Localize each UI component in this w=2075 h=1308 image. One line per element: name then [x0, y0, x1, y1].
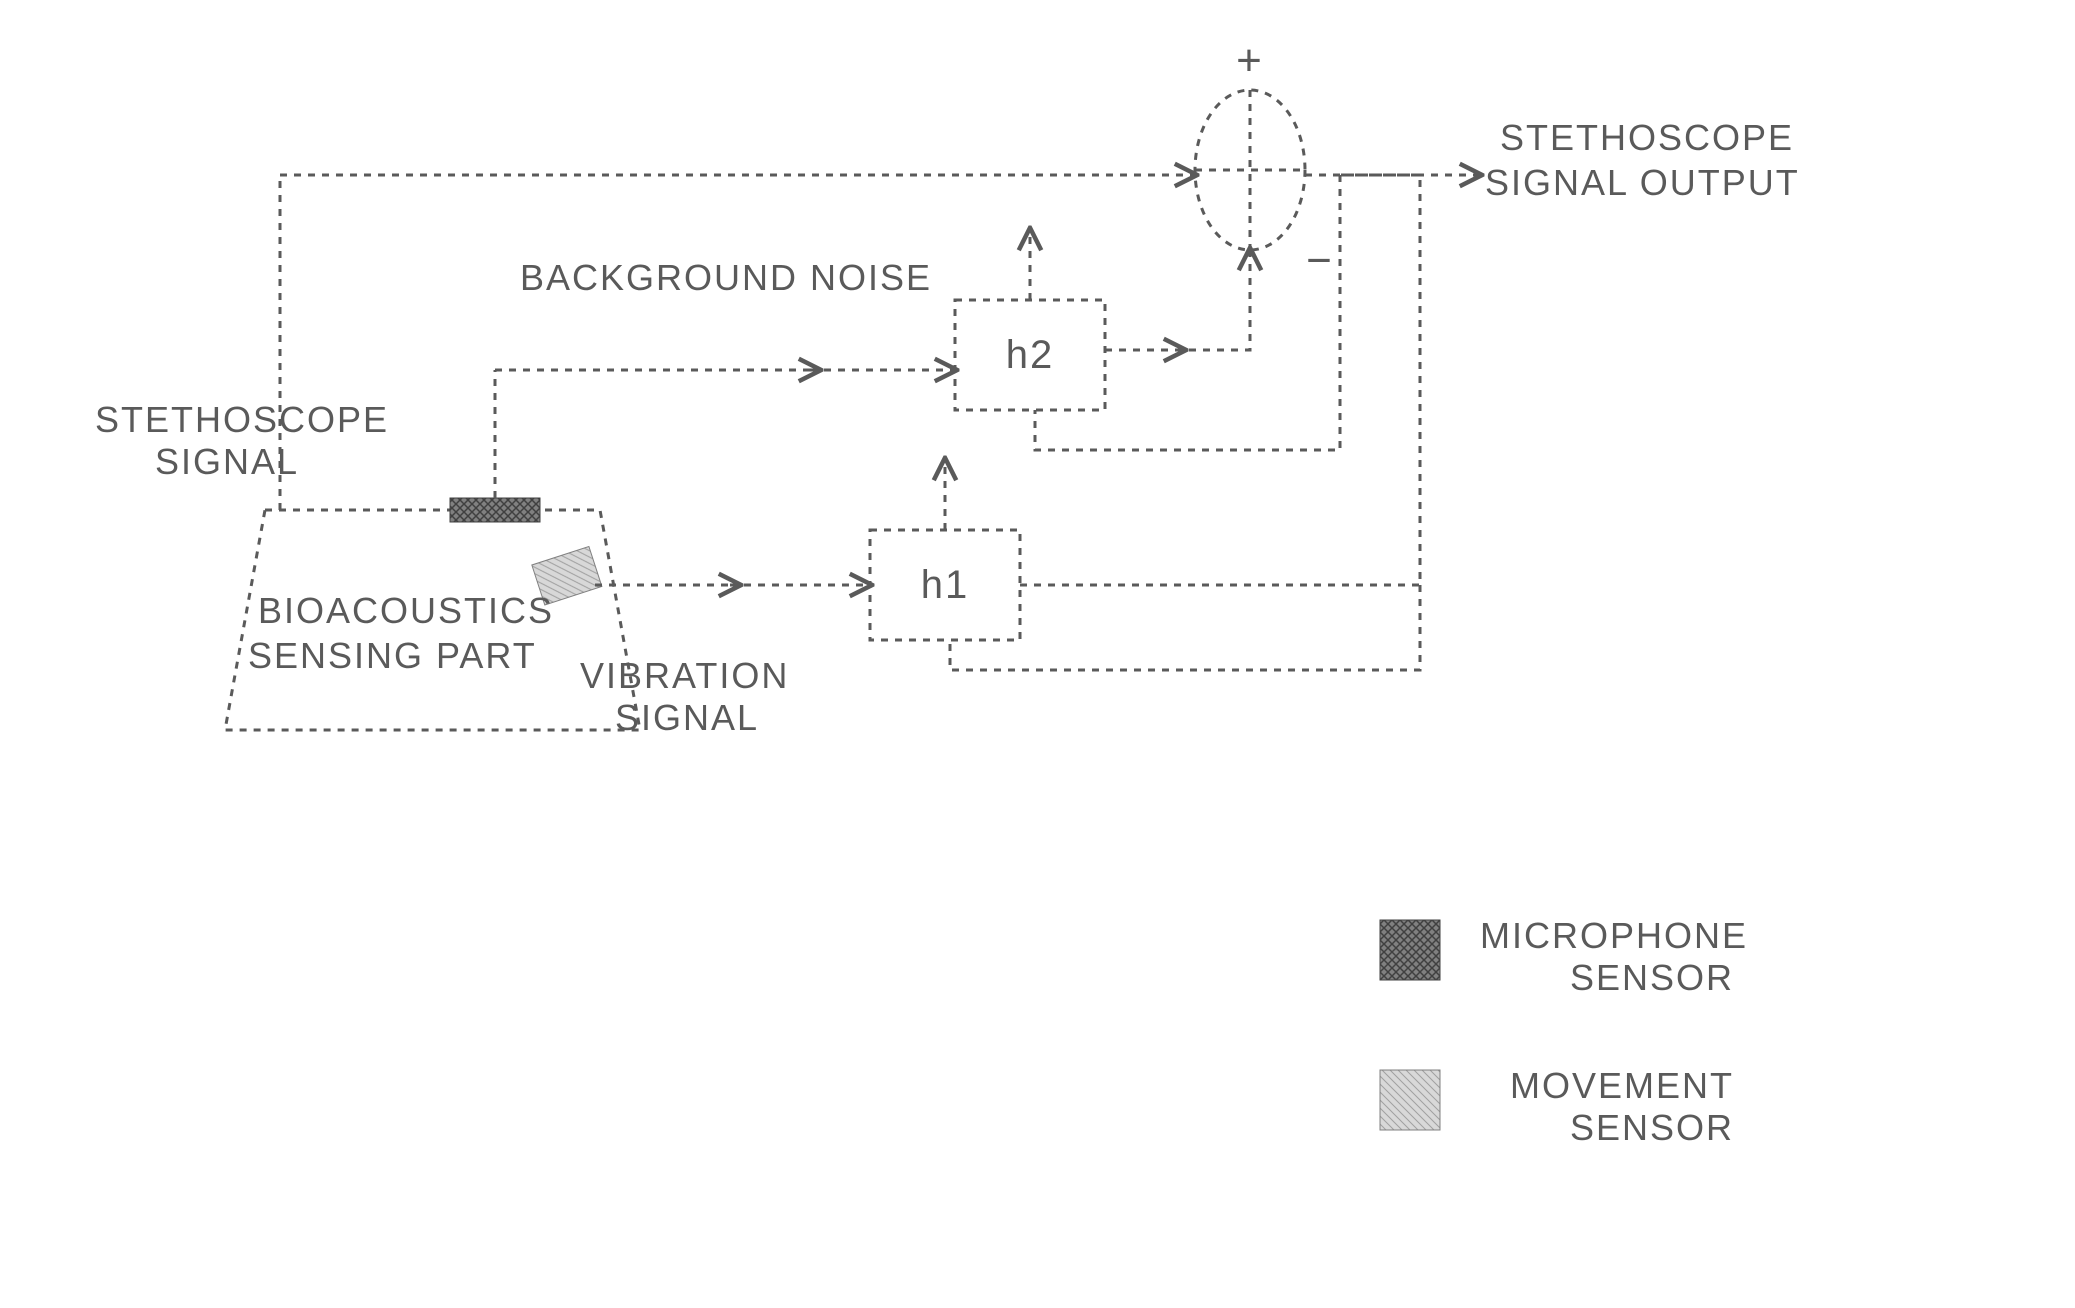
vibration-signal-label-l1: VIBRATION — [580, 655, 789, 696]
bioacoustics-label-l2: SENSING PART — [248, 635, 537, 676]
legend-mov-swatch — [1380, 1070, 1440, 1130]
microphone-sensor-icon — [450, 498, 540, 522]
edge-h2-to-sum-b — [1175, 250, 1250, 350]
minus-sign: − — [1306, 236, 1334, 285]
stethoscope-signal-label-l2: SIGNAL — [155, 441, 299, 482]
bioacoustics-label-l1: BIOACOUSTICS — [258, 590, 554, 631]
legend-mic-swatch — [1380, 920, 1440, 980]
h2-label: h2 — [1006, 333, 1055, 377]
stethoscope-signal-label-l1: STETHOSCOPE — [95, 399, 389, 440]
legend-mov-l2: SENSOR — [1570, 1107, 1734, 1148]
output-label-l2: SIGNAL OUTPUT — [1485, 162, 1800, 203]
edge-h1-feedback — [950, 585, 1420, 670]
diagram-canvas: h1 h2 + − STETHOSCOPE SIGNAL BACKGROUND … — [0, 0, 2075, 1308]
legend-mov-l1: MOVEMENT — [1510, 1065, 1734, 1106]
output-label-l1: STETHOSCOPE — [1500, 117, 1794, 158]
legend-mic-l1: MICROPHONE — [1480, 915, 1748, 956]
legend-mic-l2: SENSOR — [1570, 957, 1734, 998]
h1-label: h1 — [921, 563, 970, 607]
background-noise-label: BACKGROUND NOISE — [520, 257, 932, 298]
vibration-signal-label-l2: SIGNAL — [615, 697, 759, 738]
plus-sign: + — [1236, 36, 1264, 85]
